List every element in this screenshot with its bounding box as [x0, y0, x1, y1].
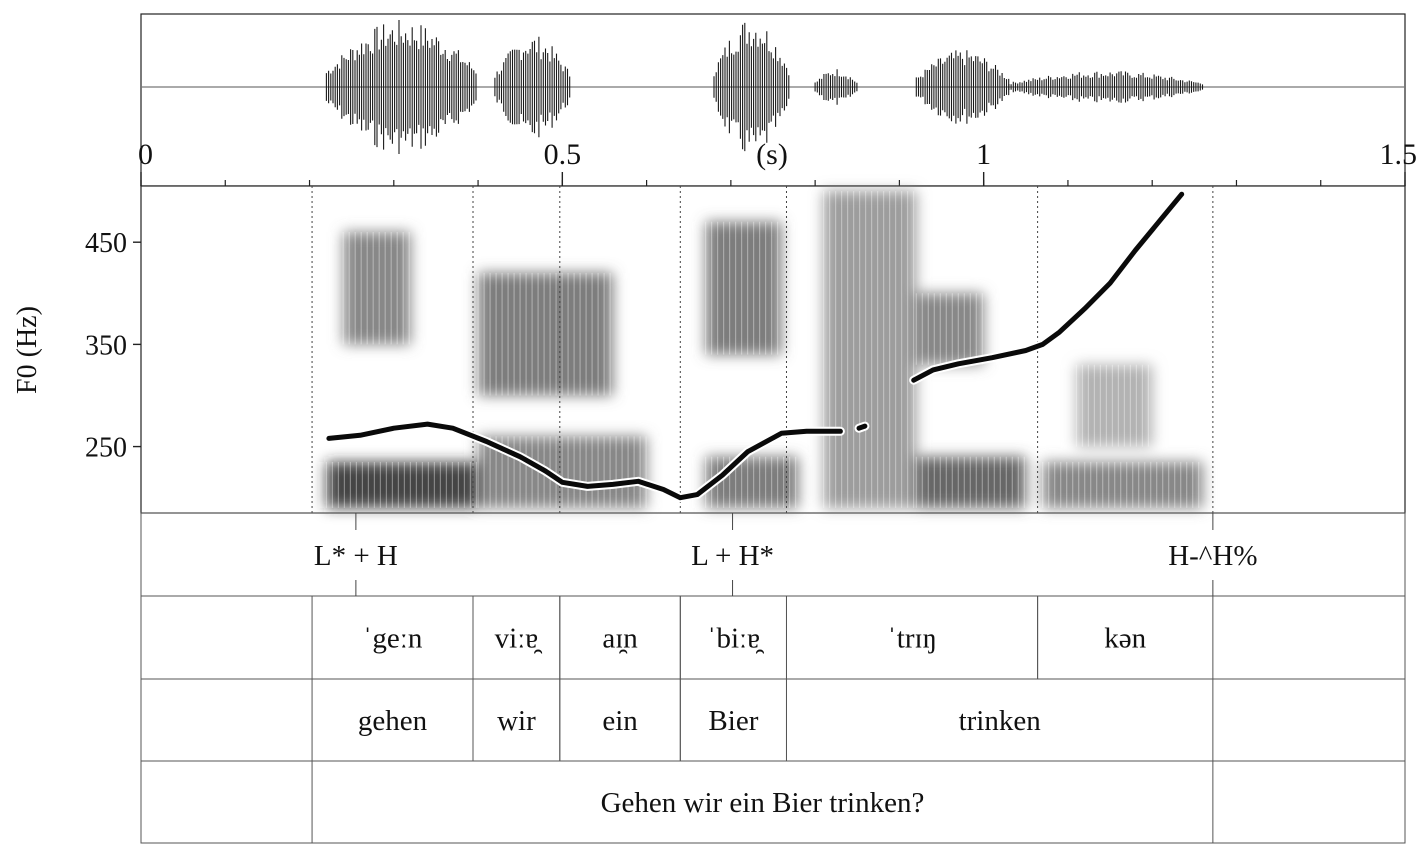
f0-line-1	[856, 423, 868, 431]
phone-label: ˈgeːn	[363, 623, 423, 655]
tier-phones-frame	[140, 595, 1406, 680]
spectrogram-band-10	[1076, 364, 1153, 447]
f0-line-0	[326, 421, 843, 501]
word-label: gehen	[358, 705, 428, 737]
spectrogram-band-8	[916, 456, 1026, 508]
waveform-burst-4	[915, 50, 1010, 124]
spectrogram-striations	[325, 191, 1200, 508]
f0-axis-label: F0 (Hz)	[12, 306, 43, 394]
waveform-burst-0	[325, 20, 477, 154]
tier-sentence-frame	[140, 760, 1406, 844]
f0-line-2	[911, 191, 1185, 383]
tier-content: L* + H L + H* H-^H% ˈgeːn viːɐ̯ aɪ̯n ˈbiːɐ̯ ˈtr…	[311, 513, 1258, 843]
f0-contour	[324, 189, 1187, 503]
phone-label: kən	[1104, 623, 1146, 655]
spectrogram-band-5	[705, 456, 799, 508]
waveform-burst-5	[1008, 71, 1204, 103]
phone-label: ˈbiːɐ̯	[707, 623, 765, 655]
spectrogram-panel: 450 350 250 F0 (Hz)	[12, 185, 1406, 514]
time-axis: 0 0.5 1 1.5	[138, 138, 1417, 186]
tone-label: L + H*	[691, 540, 774, 572]
f0-tick-label: 250	[85, 433, 127, 464]
spectrogram-band-1	[343, 231, 411, 345]
tier-words-frame	[140, 678, 1406, 762]
phone-label: viːɐ̯	[495, 623, 543, 655]
waveform-burst-1	[494, 36, 571, 138]
phone-label: aɪ̯n	[602, 623, 638, 655]
spectrogram-band-2	[478, 272, 613, 396]
sentence-label: Gehen wir ein Bier trinken?	[601, 787, 925, 819]
time-tick-label: 1	[976, 138, 991, 171]
time-tick-label: 0.5	[544, 138, 582, 171]
f0-tick-label: 450	[85, 228, 127, 259]
time-tick-label: 0	[138, 138, 153, 171]
spectrogram-energy	[325, 191, 1203, 508]
tone-label: L* + H	[314, 540, 398, 572]
time-unit-label: (s)	[756, 138, 788, 171]
time-tick-label: 1.5	[1380, 138, 1417, 171]
spectrogram-band-4	[705, 221, 782, 355]
word-label: wir	[497, 705, 536, 737]
spectrogram-blobs	[326, 191, 1203, 508]
word-label: trinken	[959, 705, 1042, 737]
f0-tick-label: 350	[85, 330, 127, 361]
spectrogram-band-6	[823, 191, 917, 508]
waveform-signal	[141, 20, 1405, 154]
spectrogram-band-0	[326, 461, 479, 508]
tone-label: H-^H%	[1168, 540, 1257, 572]
waveform-panel: 0 0.5 1 1.5 (s)	[138, 13, 1417, 187]
waveform-burst-2	[713, 22, 790, 152]
word-label: ein	[602, 705, 638, 737]
spectrogram-band-9	[1042, 461, 1203, 508]
annotation-tiers: L* + H L + H* H-^H% ˈgeːn viːɐ̯ aɪ̯n ˈbiːɐ̯ ˈtr…	[140, 512, 1406, 844]
f0-axis: 450 350 250	[85, 228, 141, 464]
spectrogram-band-7	[916, 293, 984, 365]
phone-label: ˈtrɪŋ	[887, 623, 937, 655]
waveform-burst-3	[814, 69, 858, 105]
word-label: Bier	[708, 705, 758, 737]
